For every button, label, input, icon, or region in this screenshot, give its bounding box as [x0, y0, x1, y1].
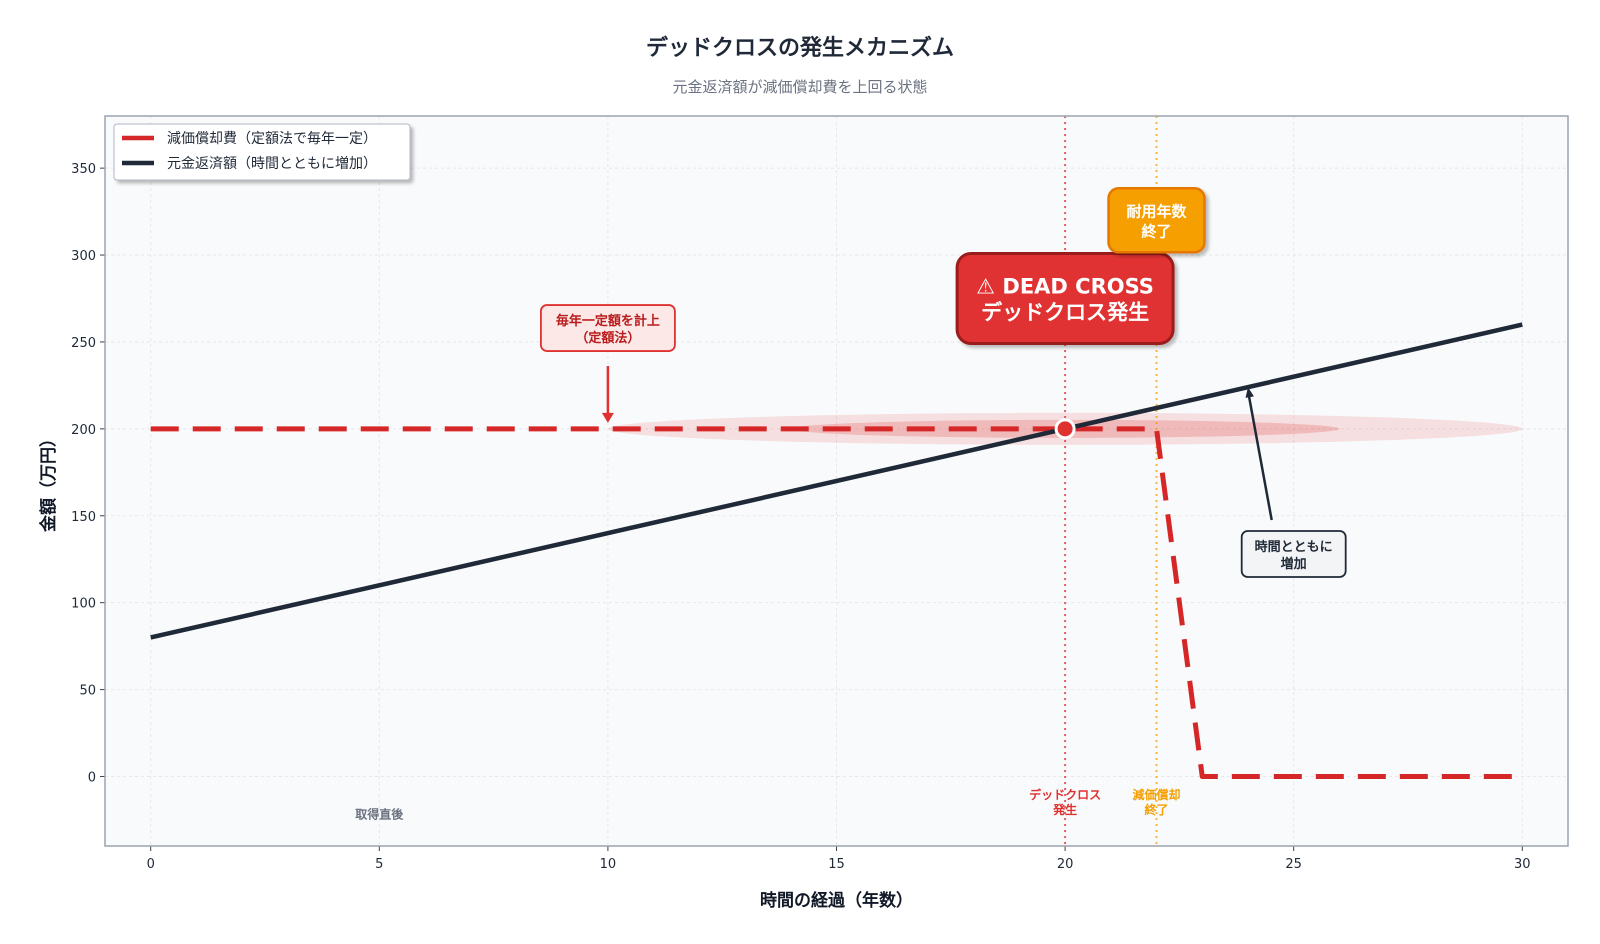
constant-amount-callout-box [540, 304, 676, 352]
dead-cross-vline-label: デッドクロス発生 [1029, 787, 1101, 817]
x-tick-label: 20 [1057, 857, 1074, 872]
y-tick-label: 300 [71, 249, 96, 264]
increase-callout-text: 時間とともに増加 [1255, 539, 1333, 572]
legend-label-depreciation: 減価償却費（定額法で毎年一定） [167, 130, 377, 147]
increase-arrow-head [1245, 387, 1254, 398]
chart-subtitle: 元金返済額が減価償却費を上回る状態 [672, 78, 928, 96]
y-tick-label: 50 [79, 684, 96, 699]
dead-cross-marker [1054, 418, 1076, 440]
plot-frame [104, 115, 1569, 847]
chart-title: デッドクロスの発生メカニズム [645, 36, 954, 61]
principal-series-line [150, 322, 1523, 640]
useful-life-callout-text: 耐用年数終了 [1127, 202, 1188, 240]
x-axis-label: 時間の経過（年数） [760, 890, 913, 911]
x-tick-label: 0 [147, 857, 155, 872]
useful-life-callout-box [1107, 187, 1206, 254]
dead-cross-callout-text: ⚠ DEAD CROSS デッドクロス発生 [976, 275, 1154, 325]
y-tick-label: 150 [71, 510, 96, 525]
x-tick-label: 25 [1285, 857, 1302, 872]
y-tick-label: 350 [71, 162, 96, 177]
y-tick-label: 200 [71, 423, 96, 438]
constant-amount-arrow-head [601, 412, 614, 423]
y-axis-label: 金額（万円） [38, 430, 59, 533]
x-tick-label: 15 [828, 857, 845, 872]
x-tick-label: 30 [1514, 857, 1531, 872]
y-tick-label: 0 [88, 770, 96, 785]
legend-box [113, 123, 411, 181]
increase-arrow [1247, 395, 1273, 521]
y-tick-label: 100 [71, 597, 96, 612]
legend-label-principal: 元金返済額（時間とともに増加） [167, 156, 377, 172]
x-tick-label: 10 [600, 857, 617, 872]
y-tick-label: 250 [71, 336, 96, 351]
increase-callout-box [1240, 530, 1347, 578]
depreciation-series-line [150, 426, 1523, 779]
dead-cross-callout-box [955, 252, 1175, 345]
constant-amount-callout-text: 毎年一定額を計上（定額法） [556, 313, 660, 346]
x-tick-label: 5 [375, 857, 383, 872]
depreciation-end-vline-label: 減価償却終了 [1133, 787, 1181, 817]
acquisition-note: 取得直後 [355, 807, 404, 822]
